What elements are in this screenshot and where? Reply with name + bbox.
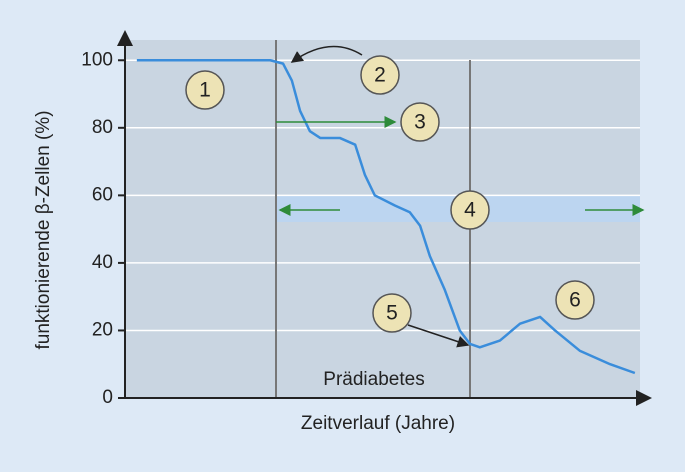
annotation: 5 xyxy=(386,302,398,325)
marker-circle xyxy=(450,190,490,230)
annotation: 1 xyxy=(199,79,211,102)
annotation: 2 xyxy=(374,64,386,87)
marker-circle xyxy=(555,280,595,320)
annotation: 3 xyxy=(414,111,426,134)
marker-circle xyxy=(372,293,412,333)
marker-circle xyxy=(360,55,400,95)
arrow xyxy=(407,324,470,348)
marker-circle xyxy=(185,70,225,110)
y-tick-label: 20 xyxy=(92,319,113,340)
y-tick-label: 0 xyxy=(102,387,113,408)
y-axis-title: funktionierende β-Zellen (%) xyxy=(33,110,54,349)
y-tick-label: 100 xyxy=(81,49,113,70)
annotation: 4 xyxy=(464,199,476,222)
x-axis-title: Zeitverlauf (Jahre) xyxy=(301,413,455,434)
annotation: 6 xyxy=(569,289,581,312)
phase-label: Prädiabetes xyxy=(323,369,424,390)
y-tick-label: 40 xyxy=(92,252,113,273)
arrow xyxy=(290,45,363,63)
y-tick-label: 60 xyxy=(92,184,113,205)
marker-circle xyxy=(400,102,440,142)
data-line xyxy=(136,59,636,375)
y-tick-label: 80 xyxy=(92,117,113,138)
